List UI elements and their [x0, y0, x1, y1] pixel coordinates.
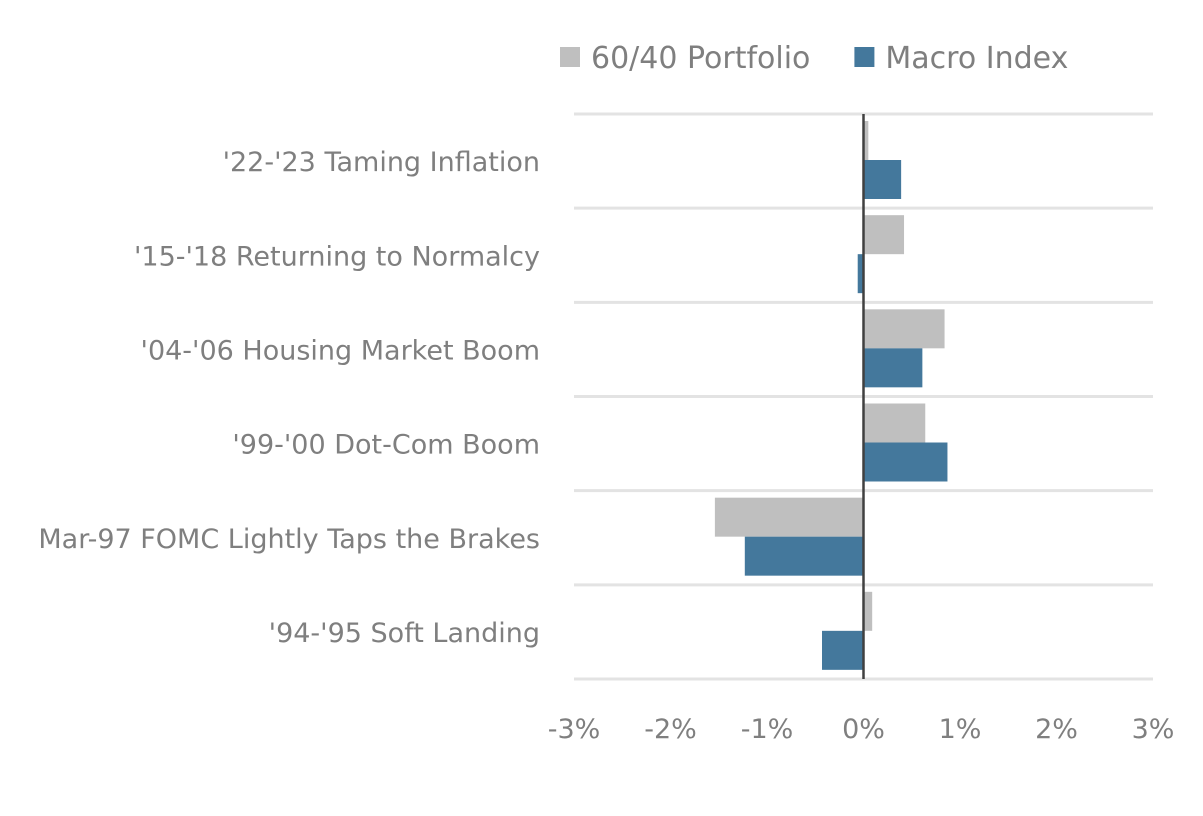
x-tick-label: -3%	[548, 714, 601, 745]
bar-60-40-portfolio	[714, 497, 864, 537]
category-label: '15-'18 Returning to Normalcy	[134, 241, 540, 272]
bar-macro-index	[863, 348, 923, 388]
category-label: '22-'23 Taming Inflation	[223, 147, 540, 178]
bar-60-40-portfolio	[863, 591, 873, 631]
legend-label: Macro Index	[885, 41, 1068, 76]
bar-macro-index	[863, 160, 902, 199]
category-label: '04-'06 Housing Market Boom	[141, 335, 540, 366]
bar-macro-index	[863, 442, 948, 482]
bar-60-40-portfolio	[863, 121, 869, 160]
bar-macro-index	[822, 630, 864, 670]
bar-60-40-portfolio	[863, 403, 926, 443]
x-tick-label: -2%	[644, 714, 697, 745]
category-label: Mar-97 FOMC Lightly Taps the Brakes	[38, 524, 540, 555]
bar-macro-index	[744, 536, 864, 576]
x-tick-label: 2%	[1035, 714, 1078, 745]
category-label: '99-'00 Dot-Com Boom	[232, 430, 540, 461]
legend-swatch	[560, 47, 580, 67]
bar-60-40-portfolio	[863, 309, 945, 349]
category-label: '94-'95 Soft Landing	[269, 618, 540, 649]
x-tick-label: 1%	[939, 714, 982, 745]
legend-swatch	[854, 47, 875, 67]
x-tick-label: 3%	[1132, 714, 1175, 745]
x-tick-label: 0%	[842, 714, 885, 745]
bar-macro-index	[857, 254, 864, 294]
x-tick-label: -1%	[741, 714, 794, 745]
legend-label: 60/40 Portfolio	[591, 41, 810, 76]
bar-60-40-portfolio	[863, 215, 905, 255]
